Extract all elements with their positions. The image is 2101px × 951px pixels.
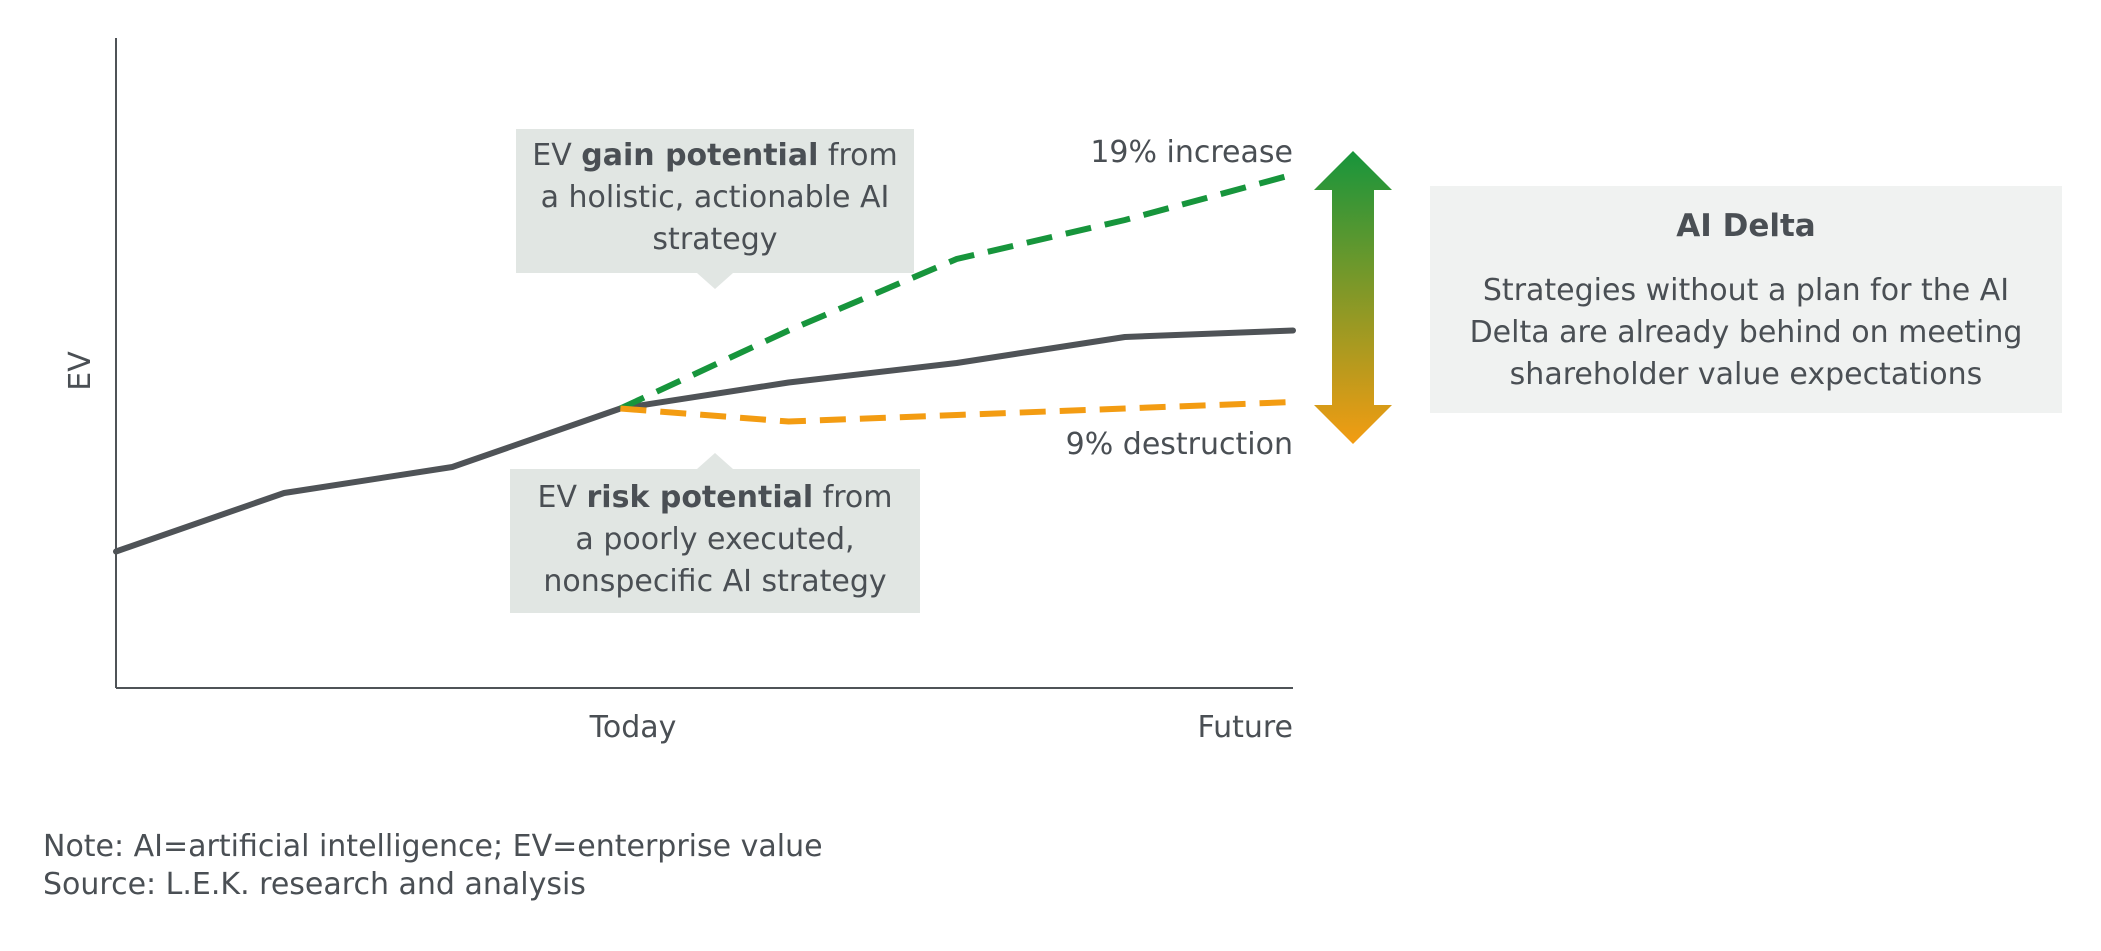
series-line-risk bbox=[620, 399, 1294, 425]
ai-delta-panel: AI Delta Strategies without a plan for t… bbox=[1430, 186, 2062, 413]
gain-callout-pointer bbox=[697, 273, 733, 289]
gain-callout-bold: gain potential bbox=[581, 138, 819, 173]
footnote-source: Source: L.E.K. research and analysis bbox=[43, 867, 586, 902]
risk-callout-bold: risk potential bbox=[586, 480, 814, 515]
x-tick-label-today: Today bbox=[589, 710, 677, 745]
delta-arrow bbox=[1314, 151, 1392, 444]
risk-callout-pointer bbox=[697, 453, 733, 469]
risk-callout-prefix: EV bbox=[537, 480, 587, 515]
ai-delta-title: AI Delta bbox=[1676, 208, 1816, 244]
risk-callout-text: from a poorly executed, nonspecific AI s… bbox=[543, 480, 893, 599]
increase-label: 19% increase bbox=[1090, 135, 1293, 170]
ai-delta-description: Strategies without a plan for the AI Del… bbox=[1469, 273, 2023, 392]
footnote-note: Note: AI=artificial intelligence; EV=ent… bbox=[43, 829, 823, 864]
y-axis-label: EV bbox=[63, 351, 98, 391]
gain-potential-callout: EV gain potential from a holistic, actio… bbox=[516, 129, 914, 289]
gain-callout-text: from a holistic, actionable AI strategy bbox=[540, 138, 898, 257]
risk-potential-callout: EV risk potential from a poorly executed… bbox=[510, 453, 920, 613]
x-tick-label-future: Future bbox=[1197, 710, 1293, 745]
series-line-gain bbox=[619, 171, 1294, 412]
gain-callout-prefix: EV bbox=[532, 138, 582, 173]
destruction-label: 9% destruction bbox=[1066, 427, 1293, 462]
series-line-baseline bbox=[113, 327, 1296, 555]
